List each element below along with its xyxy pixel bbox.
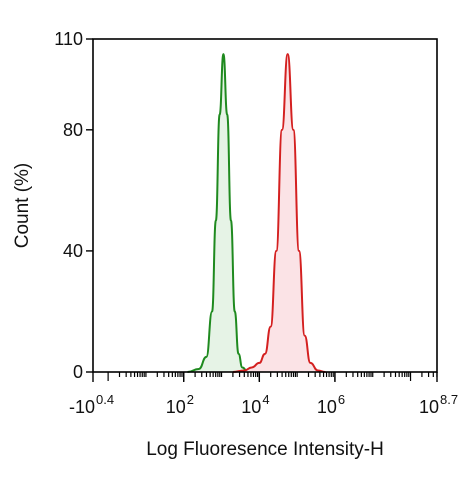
x-tick-base: -10 [69,397,95,417]
series-1-area [187,54,248,373]
x-tick-exponent: 4 [262,392,269,407]
y-tick-label: 110 [54,29,83,49]
y-tick-label: 80 [63,120,83,140]
x-axis-label: Log Fluoresence Intensity-H [146,439,384,460]
x-tick-base: 10 [166,397,186,417]
y-tick-label: 0 [73,362,83,382]
y-axis-label: Count (%) [12,163,33,249]
plot-frame [92,38,438,373]
x-tick-label: 10 6 [317,392,345,417]
y-tick-label: 40 [63,241,83,261]
x-tick-base: 10 [317,397,337,417]
x-tick-label: -10 0.4 [69,392,114,417]
x-tick-base: 10 [241,397,261,417]
x-tick-exponent: 0.4 [96,392,114,407]
series-1-line [187,53,249,373]
x-tick-exponent: 6 [338,392,345,407]
series-layer [187,53,326,373]
x-tick-label: 10 8.7 [419,392,458,417]
series-2-line [232,53,326,373]
y-axis: 0 40 80 110 [54,29,93,382]
x-tick-exponent: 8.7 [440,392,458,407]
x-tick-base: 10 [419,397,439,417]
x-tick-exponent: 2 [187,392,194,407]
x-tick-label: 10 2 [166,392,194,417]
x-tick-label: 10 4 [241,392,269,417]
x-axis: -10 0.4 10 2 10 4 10 6 10 8.7 [69,372,458,417]
